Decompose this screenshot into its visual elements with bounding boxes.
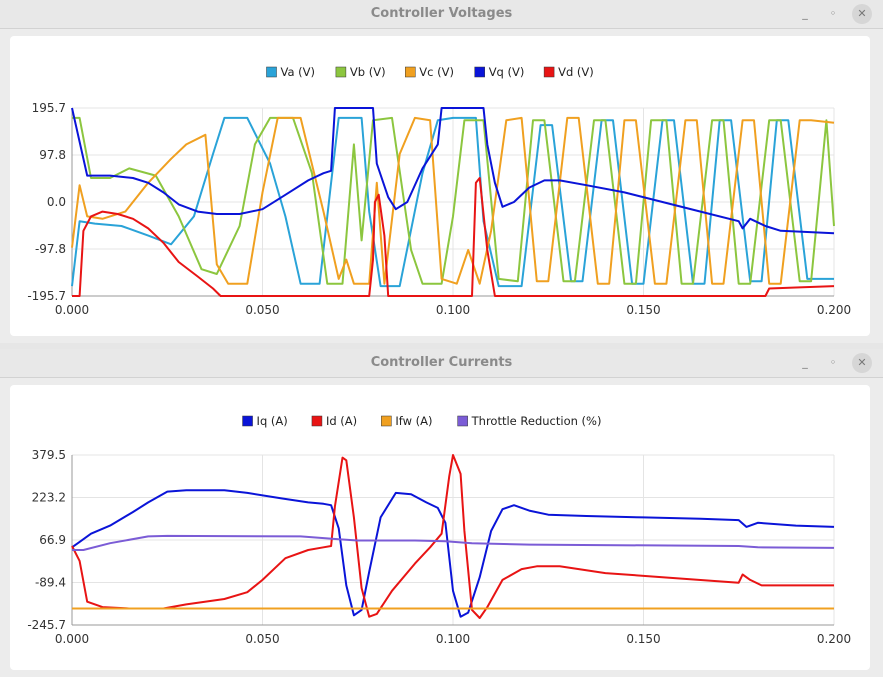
legend-swatch: [242, 415, 253, 427]
series-line: [72, 177, 835, 297]
currents-window: Controller Currents _ ◦ ✕ 0.000 0.050 0.10…: [0, 349, 883, 677]
y-tick-label: 97.8: [39, 148, 66, 162]
x-tick-label: 0.200: [817, 303, 851, 317]
window-titlebar[interactable]: Controller Voltages _ ◦ ✕: [0, 0, 883, 29]
window-title: Controller Currents: [370, 355, 513, 370]
x-tick-label: 0.150: [626, 632, 660, 646]
series-line: [71, 454, 834, 619]
legend-label: Iq (A): [257, 414, 288, 428]
y-tick-label: 223.2: [32, 491, 66, 505]
y-tick-label: -195.7: [27, 289, 66, 303]
legend-swatch: [457, 415, 468, 427]
legend-label: Throttle Reduction (%): [471, 414, 602, 428]
chart-legend: Va (V) Vb (V) Vc (V) Vq (V) Vd (V): [266, 65, 594, 79]
legend-swatch: [266, 66, 277, 78]
legend-swatch: [543, 66, 555, 78]
window-title: Controller Voltages: [370, 6, 513, 21]
legend-swatch: [311, 415, 323, 427]
x-tick-label: 0.100: [436, 632, 470, 646]
legend-swatch: [335, 66, 347, 78]
window-titlebar[interactable]: Controller Currents _ ◦ ✕: [0, 349, 883, 378]
y-tick-label: 0.0: [47, 195, 66, 209]
y-tick-label: -89.4: [35, 576, 66, 590]
legend-label: Vq (V): [489, 65, 525, 79]
close-button[interactable]: ✕: [852, 353, 872, 373]
x-tick-label: 0.050: [245, 303, 279, 317]
maximize-button[interactable]: ◦: [829, 7, 837, 20]
series-line: [72, 116, 835, 285]
legend-label: Vb (V): [350, 65, 386, 79]
y-tick-label: -97.8: [35, 242, 66, 256]
series-line: [71, 489, 835, 618]
minimize-button[interactable]: _: [802, 7, 808, 20]
legend-label: Ifw (A): [395, 414, 432, 428]
x-tick-label: 0.050: [245, 632, 279, 646]
y-tick-label: -245.7: [27, 618, 66, 632]
voltages-chart: 0.000 0.050 0.100 0.150 0.200 195.7 97.8 0.0 -97…: [27, 65, 851, 317]
voltages-window: Controller Voltages _ ◦ ✕ 0.000 0.050 0.10…: [0, 0, 883, 336]
maximize-button[interactable]: ◦: [829, 356, 837, 369]
y-tick-label: 379.5: [32, 448, 66, 462]
minimize-button[interactable]: _: [802, 356, 808, 369]
series-line: [71, 116, 835, 285]
currents-chart: 0.000 0.050 0.100 0.150 0.200 379.5 223.2 66.9 -…: [27, 414, 851, 646]
series-line: [72, 534, 835, 551]
chart-legend: Iq (A) Id (A) Ifw (A) Throttle Reduction (%…: [242, 414, 602, 428]
legend-label: Va (V): [281, 65, 316, 79]
legend-label: Id (A): [326, 414, 357, 428]
y-tick-label: 66.9: [39, 533, 66, 547]
x-tick-label: 0.000: [55, 632, 89, 646]
chart-panel: 0.000 0.050 0.100 0.150 0.200 379.5 223.2 66.9 -…: [10, 385, 870, 670]
legend-label: Vd (V): [558, 65, 594, 79]
legend-swatch: [474, 66, 485, 78]
x-tick-label: 0.200: [817, 632, 851, 646]
x-tick-label: 0.000: [55, 303, 89, 317]
series-line: [71, 107, 835, 235]
y-tick-label: 195.7: [32, 101, 66, 115]
close-button[interactable]: ✕: [852, 4, 872, 24]
chart-panel: 0.000 0.050 0.100 0.150 0.200 195.7 97.8 0.0 -97…: [10, 36, 870, 336]
legend-swatch: [405, 66, 416, 78]
x-tick-label: 0.150: [626, 303, 660, 317]
x-tick-label: 0.100: [436, 303, 470, 317]
legend-label: Vc (V): [419, 65, 454, 79]
legend-swatch: [381, 415, 392, 427]
